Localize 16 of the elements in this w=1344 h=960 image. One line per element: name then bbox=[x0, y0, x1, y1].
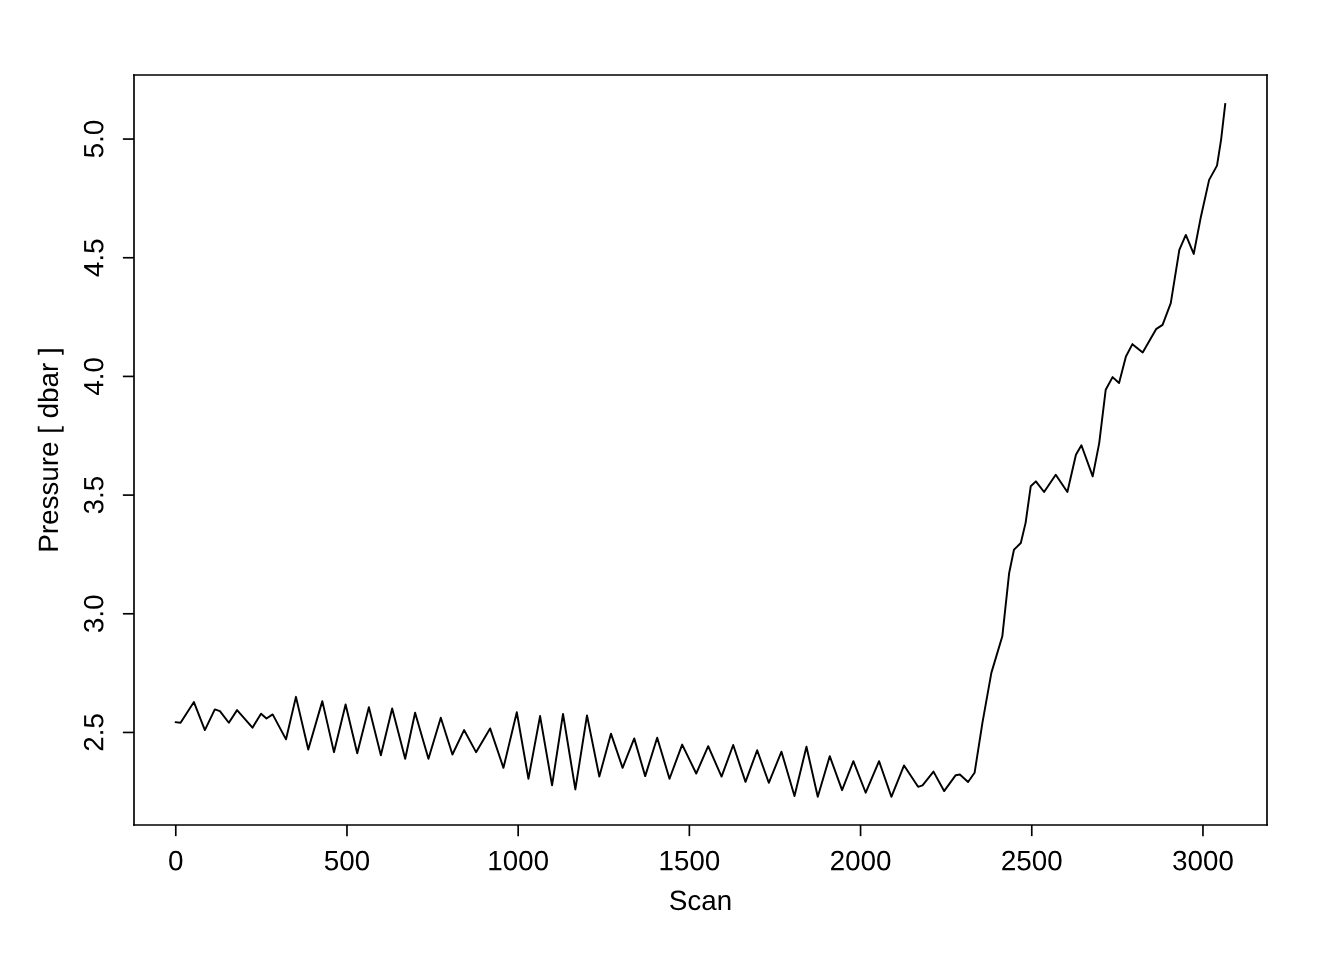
x-tick-label: 2500 bbox=[1002, 850, 1062, 871]
x-tick-label: 1000 bbox=[489, 850, 548, 871]
y-axis-title: Pressure [ dbar ] bbox=[37, 349, 64, 551]
y-tick-label: 4.5 bbox=[84, 239, 104, 277]
x-tick-label: 500 bbox=[324, 850, 370, 871]
y-tick-label: 2.5 bbox=[83, 714, 104, 751]
y-tick-label: 5.0 bbox=[83, 120, 104, 158]
x-tick-label: 1500 bbox=[660, 850, 720, 871]
x-tick-label: 3000 bbox=[1173, 850, 1233, 871]
line-series bbox=[174, 103, 1227, 798]
y-tick-label: 3.0 bbox=[83, 595, 104, 633]
x-tick-label: 0 bbox=[169, 850, 183, 871]
x-axis-title: Scan bbox=[670, 890, 731, 911]
y-tick-label: 4.0 bbox=[83, 358, 104, 396]
x-tick-label: 2000 bbox=[831, 850, 891, 871]
y-tick-label: 3.5 bbox=[83, 476, 104, 514]
